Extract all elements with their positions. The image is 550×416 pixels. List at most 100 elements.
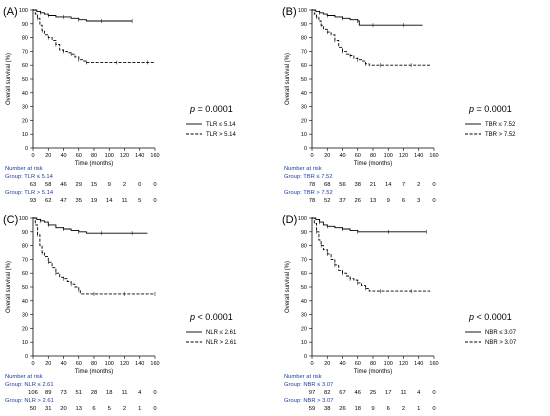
risk-count: 6 (387, 406, 390, 412)
y-tick-label: 10 (301, 340, 307, 346)
risk-count: 1 (417, 406, 420, 412)
y-tick-label: 50 (301, 285, 307, 291)
p-value: p = 0.0001 (468, 104, 512, 114)
y-tick-label: 20 (301, 118, 307, 124)
risk-count: 5 (138, 198, 141, 204)
legend-label: NLR ≤ 2.61 (206, 330, 237, 336)
y-tick-label: 90 (301, 22, 307, 28)
y-tick-label: 50 (22, 77, 28, 83)
p-symbol: p (468, 104, 474, 114)
y-tick-label: 80 (301, 36, 307, 42)
risk-count: 11 (400, 390, 406, 396)
survival-curve-low (312, 9, 423, 26)
x-tick-label: 0 (31, 361, 34, 367)
y-tick-label: 10 (22, 132, 28, 138)
x-tick-label: 20 (324, 361, 330, 367)
y-tick-label: 0 (25, 146, 28, 152)
risk-count: 9 (387, 198, 390, 204)
y-axis-label: Overall survival (%) (6, 261, 12, 313)
risk-table-header: Number at risk (5, 374, 43, 380)
risk-group-label: Group: NLR ≤ 2.61 (5, 382, 54, 388)
y-tick-label: 10 (301, 132, 307, 138)
x-tick-label: 120 (399, 153, 408, 159)
p-symbol: p (468, 312, 474, 322)
risk-count: 0 (153, 182, 156, 188)
risk-count: 9 (108, 182, 111, 188)
x-tick-label: 40 (339, 361, 345, 367)
y-axis-label: Overall survival (%) (6, 53, 12, 105)
x-tick-label: 100 (105, 153, 114, 159)
x-tick-label: 140 (414, 361, 423, 367)
risk-count: 26 (339, 406, 345, 412)
y-axis-label: Overall survival (%) (285, 53, 291, 105)
y-tick-label: 100 (298, 216, 307, 222)
y-tick-label: 60 (22, 63, 28, 69)
risk-table-header: Number at risk (284, 166, 322, 172)
p-symbol: p (189, 312, 195, 322)
risk-count: 58 (45, 182, 51, 188)
risk-group-label: Group: TLR > 5.14 (5, 190, 54, 196)
y-tick-label: 80 (22, 36, 28, 42)
risk-count: 9 (371, 406, 374, 412)
risk-count: 38 (324, 406, 330, 412)
legend-label: TLR > 5.14 (206, 132, 237, 138)
risk-count: 2 (417, 182, 420, 188)
risk-count: 46 (355, 390, 361, 396)
y-tick-label: 30 (22, 313, 28, 319)
y-tick-label: 0 (304, 146, 307, 152)
x-tick-label: 20 (324, 153, 330, 159)
risk-count: 0 (432, 390, 435, 396)
risk-count: 2 (402, 406, 405, 412)
risk-table-header: Number at risk (5, 166, 43, 172)
legend-label: TBR > 7.52 (485, 132, 516, 138)
risk-count: 52 (324, 198, 330, 204)
y-tick-label: 100 (19, 8, 28, 14)
x-tick-label: 40 (339, 153, 345, 159)
survival-curve-low (312, 217, 427, 233)
x-axis-label: Time (months) (75, 369, 113, 375)
risk-count: 0 (153, 198, 156, 204)
risk-count: 59 (309, 406, 315, 412)
risk-count: 15 (91, 182, 97, 188)
risk-count: 78 (309, 182, 315, 188)
x-tick-label: 40 (60, 361, 66, 367)
x-tick-label: 100 (384, 361, 393, 367)
p-value-text: < 0.0001 (474, 312, 512, 322)
y-tick-label: 90 (301, 230, 307, 236)
y-tick-label: 30 (22, 105, 28, 111)
y-tick-label: 40 (301, 91, 307, 97)
panel-label: (C) (3, 214, 18, 226)
p-value: p < 0.0001 (468, 312, 512, 322)
risk-count: 3 (417, 198, 420, 204)
x-tick-label: 0 (310, 153, 313, 159)
y-tick-label: 90 (22, 230, 28, 236)
panel-label: (A) (3, 6, 18, 18)
legend-label: NBR ≤ 3.07 (485, 330, 517, 336)
risk-count: 82 (324, 390, 330, 396)
y-tick-label: 20 (301, 326, 307, 332)
legend-label: TLR ≤ 5.14 (206, 122, 236, 128)
x-tick-label: 140 (414, 153, 423, 159)
risk-count: 0 (153, 390, 156, 396)
risk-count: 26 (355, 198, 361, 204)
risk-count: 0 (153, 406, 156, 412)
risk-count: 2 (123, 182, 126, 188)
risk-count: 0 (432, 406, 435, 412)
risk-table-header: Number at risk (284, 374, 322, 380)
x-tick-label: 160 (429, 361, 438, 367)
p-value: p = 0.0001 (189, 104, 233, 114)
risk-count: 62 (45, 198, 51, 204)
p-value-text: < 0.0001 (195, 312, 233, 322)
risk-count: 37 (339, 198, 345, 204)
x-axis-label: Time (months) (75, 161, 113, 167)
x-tick-label: 80 (91, 153, 97, 159)
survival-curve-high (312, 9, 431, 66)
panel-label: (D) (282, 214, 297, 226)
x-tick-label: 60 (76, 153, 82, 159)
risk-count: 17 (385, 390, 391, 396)
risk-count: 106 (28, 390, 38, 396)
